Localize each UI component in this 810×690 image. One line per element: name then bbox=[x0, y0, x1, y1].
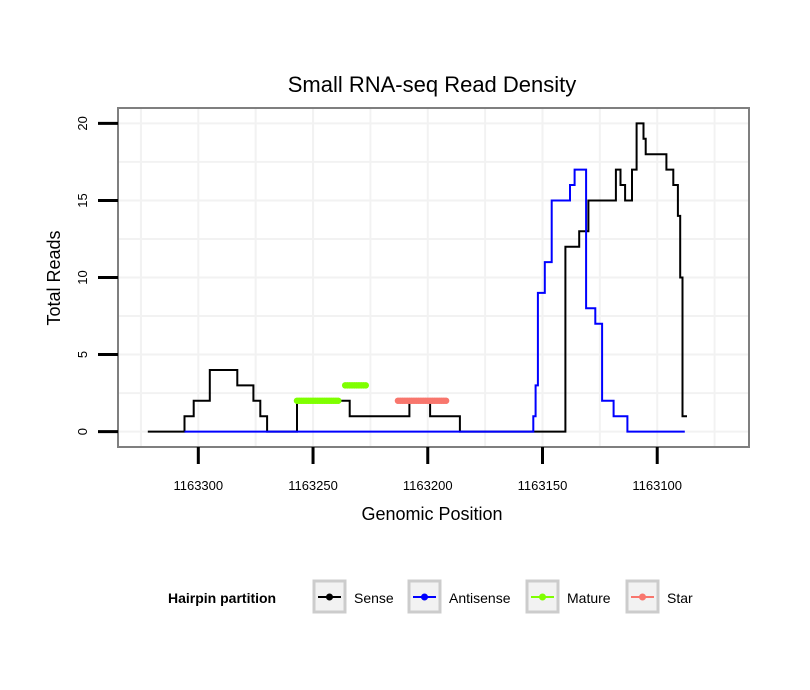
x-tick-label: 1163150 bbox=[518, 478, 568, 493]
y-axis-title: Total Reads bbox=[44, 230, 64, 325]
y-tick-label: 0 bbox=[75, 428, 90, 435]
series-point-mature bbox=[335, 397, 342, 404]
legend-point-mature bbox=[539, 593, 546, 601]
series-line-antisense bbox=[184, 168, 685, 433]
legend-label-mature: Mature bbox=[567, 590, 611, 606]
y-tick-label: 10 bbox=[75, 270, 90, 284]
legend-label-sense: Sense bbox=[354, 590, 394, 606]
x-axis-title: Genomic Position bbox=[361, 504, 502, 524]
y-tick-label: 20 bbox=[75, 116, 90, 130]
series-point-star bbox=[442, 397, 450, 404]
legend-label-antisense: Antisense bbox=[449, 590, 511, 606]
legend-point-antisense bbox=[421, 593, 428, 601]
x-tick-label: 1163100 bbox=[632, 478, 682, 493]
legend-point-star bbox=[639, 593, 646, 601]
legend-title: Hairpin partition bbox=[168, 590, 276, 606]
y-tick-label: 15 bbox=[75, 193, 90, 207]
series-point-mature bbox=[362, 382, 370, 389]
chart-title: Small RNA-seq Read Density bbox=[288, 72, 577, 97]
x-tick-label: 1163200 bbox=[403, 478, 453, 493]
plot-series bbox=[147, 122, 687, 433]
y-tick-label: 5 bbox=[75, 351, 90, 358]
series-line-sense bbox=[147, 122, 687, 433]
x-tick-label: 1163300 bbox=[173, 478, 223, 493]
legend: Hairpin partition Sense Antisense Mature Sta… bbox=[168, 579, 693, 614]
axes: 1163300 1163250 1163200 1163150 1163100 0 5 10 1… bbox=[75, 116, 682, 493]
x-tick-label: 1163250 bbox=[288, 478, 338, 493]
legend-label-star: Star bbox=[667, 590, 693, 606]
legend-point-sense bbox=[326, 593, 333, 601]
grid bbox=[118, 108, 749, 447]
